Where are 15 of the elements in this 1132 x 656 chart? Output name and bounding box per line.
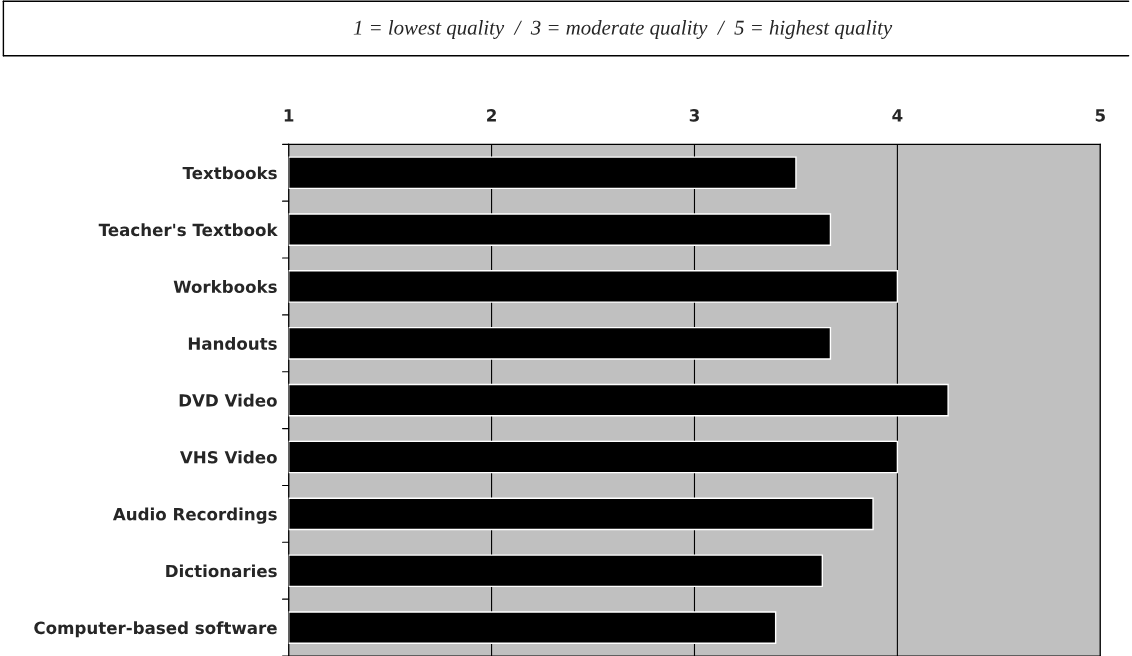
y-tick-label: Workbooks (173, 280, 277, 294)
x-tick-label: 5 (1095, 109, 1105, 122)
y-tick-label: Dictionaries (166, 564, 277, 578)
y-tick-label: Textbooks (182, 166, 277, 180)
y-tick-label: Teacher's Textbook (98, 223, 278, 237)
y-tick-label: DVD Video (179, 393, 277, 407)
x-tick-label: 3 (689, 109, 699, 122)
x-tick-label: 4 (892, 109, 903, 122)
chart-title: 1 = lowest quality / 3 = moderate quality / 5 = highest quality (353, 20, 893, 39)
x-tick-label: 1 (284, 109, 294, 122)
y-tick-label: Audio Recordings (112, 507, 277, 524)
y-tick-label: VHS Video (179, 450, 277, 464)
y-tick-label: Handouts (188, 336, 277, 350)
y-tick-label: Computer-based software (34, 621, 277, 638)
x-tick-label: 2 (487, 109, 496, 122)
